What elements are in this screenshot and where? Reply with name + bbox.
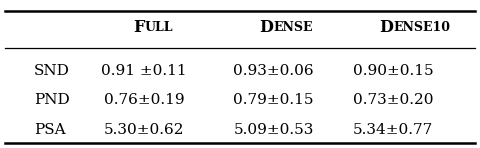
Text: 5.34±0.77: 5.34±0.77 xyxy=(353,123,433,137)
Text: SND: SND xyxy=(34,64,70,78)
Text: 0.79±0.15: 0.79±0.15 xyxy=(233,93,314,107)
Text: 0.93±0.06: 0.93±0.06 xyxy=(233,64,314,78)
Text: PND: PND xyxy=(34,93,70,107)
Text: 0.76±0.19: 0.76±0.19 xyxy=(104,93,185,107)
Text: 0.73±0.20: 0.73±0.20 xyxy=(353,93,433,107)
Text: ENSE: ENSE xyxy=(274,21,313,34)
Text: F: F xyxy=(133,19,144,36)
Text: ULL: ULL xyxy=(144,21,173,34)
Text: DENSE: DENSE xyxy=(241,19,306,36)
Text: 0.90±0.15: 0.90±0.15 xyxy=(353,64,433,78)
Text: PSA: PSA xyxy=(34,123,66,137)
Text: 0.91 ±0.11: 0.91 ±0.11 xyxy=(101,64,187,78)
Text: 5.09±0.53: 5.09±0.53 xyxy=(233,123,314,137)
Text: D: D xyxy=(260,19,274,36)
Text: DENSE10: DENSE10 xyxy=(350,19,437,36)
Text: ENSE10: ENSE10 xyxy=(393,21,450,34)
Text: FULL: FULL xyxy=(120,19,168,36)
Text: 5.30±0.62: 5.30±0.62 xyxy=(104,123,184,137)
Text: D: D xyxy=(379,19,393,36)
